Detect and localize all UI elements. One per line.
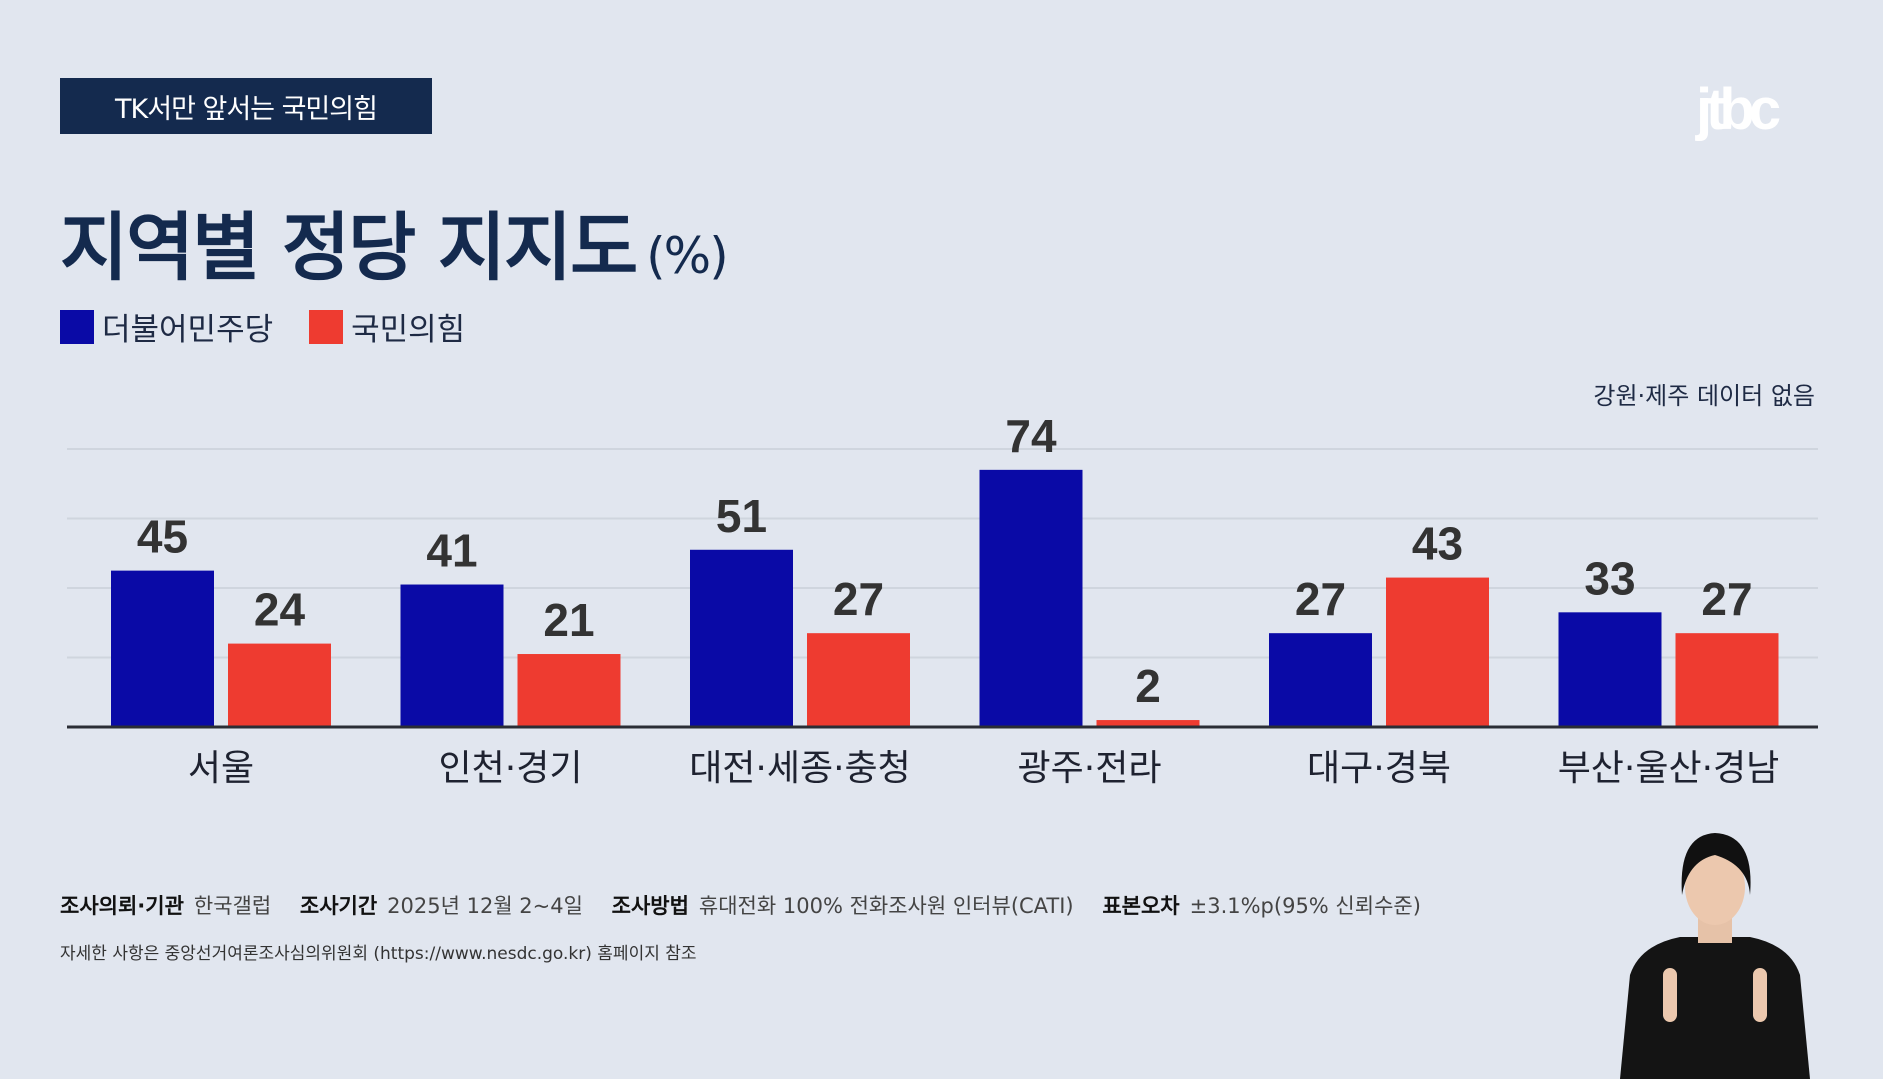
- legend: 더불어민주당 국민의힘: [60, 304, 501, 349]
- data-label: 27: [1701, 573, 1752, 625]
- bar: [690, 549, 793, 727]
- bar: [400, 584, 504, 727]
- bar: [979, 469, 1083, 727]
- data-label: 33: [1584, 552, 1635, 604]
- bar: [1558, 612, 1662, 727]
- category-label: 인천·경기: [439, 748, 583, 789]
- footer-value: ±3.1%p(95% 신뢰수준): [1189, 894, 1421, 918]
- footer-value: 한국갤럽: [193, 894, 272, 918]
- legend-label: 국민의힘: [351, 312, 466, 348]
- footer-label: 조사의뢰·기관: [60, 894, 184, 918]
- category-label: 서울: [188, 748, 254, 789]
- category-label: 대전·세종·충청: [689, 748, 911, 789]
- bar-chart: 45 24 서울 41 21 인천·경기 51 27 대전·세종·충청 74 2 광주·전라 27 43 대…: [67, 410, 1818, 789]
- sign-language-interpreter: [1620, 833, 1810, 1079]
- category-label: 광주·전라: [1018, 748, 1162, 789]
- data-label: 2: [1135, 660, 1161, 712]
- source-note: 자세한 사항은 중앙선거여론조사심의위원회 (https://www.nesdc…: [60, 944, 697, 964]
- jtbc-logo: jtbc: [1696, 77, 1781, 142]
- bar: [111, 570, 214, 727]
- title-unit: (%): [646, 227, 729, 285]
- data-label: 21: [543, 594, 594, 646]
- footer-value: 2025년 12월 2~4일: [387, 894, 583, 918]
- bar: [228, 643, 331, 727]
- data-label: 51: [716, 490, 767, 542]
- footer-label: 조사기간: [299, 894, 378, 918]
- category-label: 대구·경북: [1307, 748, 1451, 789]
- headline-badge: TK서만 앞서는 국민의힘: [60, 78, 432, 134]
- data-label: 74: [1005, 410, 1057, 462]
- legend-item-ppp: 국민의힘: [309, 304, 465, 349]
- bar: [517, 654, 621, 727]
- survey-info: 조사의뢰·기관 한국갤럽 조사기간 2025년 12월 2~4일 조사방법 휴대전화 …: [60, 890, 1443, 920]
- data-label: 41: [426, 525, 477, 577]
- data-label: 45: [137, 511, 188, 563]
- data-label: 43: [1412, 518, 1463, 570]
- category-label: 부산·울산·경남: [1558, 748, 1780, 789]
- data-label: 27: [833, 573, 884, 625]
- data-label: 27: [1295, 573, 1346, 625]
- title-text: 지역별 정당 지지도: [60, 205, 638, 291]
- legend-swatch-democratic: [60, 309, 94, 344]
- legend-swatch-ppp: [309, 309, 344, 344]
- bar: [1675, 633, 1779, 727]
- chart-title: 지역별 정당 지지도 (%): [60, 188, 729, 295]
- legend-item-democratic: 더불어민주당: [60, 304, 273, 349]
- bar: [1096, 720, 1200, 727]
- no-data-note: 강원·제주 데이터 없음: [1593, 382, 1815, 410]
- bar: [807, 633, 910, 727]
- legend-label: 더불어민주당: [102, 312, 274, 348]
- footer-label: 표본오차: [1102, 894, 1180, 918]
- footer-value: 휴대전화 100% 전화조사원 인터뷰(CATI): [698, 894, 1074, 918]
- bar: [1386, 577, 1489, 727]
- bar: [1269, 633, 1372, 727]
- footer-label: 조사방법: [611, 894, 689, 918]
- data-label: 24: [254, 584, 306, 636]
